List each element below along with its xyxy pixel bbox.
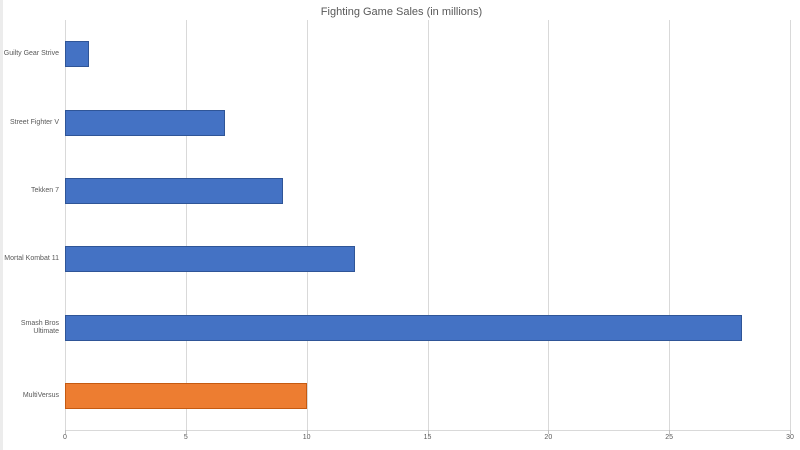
x-tick-label: 10 <box>302 434 311 441</box>
category-label: Smash Bros Ultimate <box>20 319 59 335</box>
chart-title: Fighting Game Sales (in millions) <box>320 6 483 18</box>
x-axis-tick-mark <box>790 430 791 434</box>
x-axis-tick-mark <box>548 430 550 434</box>
gridline <box>790 20 791 430</box>
x-tick-label: 25 <box>665 434 674 441</box>
gridline <box>65 20 66 430</box>
bar-tekken-7 <box>65 177 283 204</box>
x-axis-tick-mark <box>65 430 66 434</box>
plot-area <box>65 20 791 430</box>
x-axis-tick-mark <box>185 430 187 434</box>
x-axis-tick-mark <box>427 430 429 434</box>
category-label: Street Fighter V <box>9 118 59 126</box>
category-label: MultiVersus <box>22 391 59 399</box>
bar-smash-bros-ultimate <box>65 314 742 341</box>
gridline <box>548 20 550 430</box>
bar-guilty-gear-strive <box>65 41 90 68</box>
gridline <box>669 20 671 430</box>
gridline <box>306 20 308 430</box>
x-tick-label: 15 <box>423 434 432 441</box>
bar-multiversus <box>65 382 307 409</box>
x-tick-label: 0 <box>63 434 67 441</box>
bar-mortal-kombat-11 <box>65 246 355 273</box>
category-label: Mortal Kombat 11 <box>4 255 59 263</box>
category-label: Tekken 7 <box>30 186 59 194</box>
gridline <box>185 20 187 430</box>
category-label: Guilty Gear Strive <box>3 50 59 58</box>
x-axis-tick-mark <box>669 430 671 434</box>
x-tick-label: 20 <box>544 434 553 441</box>
x-tick-label: 5 <box>183 434 188 441</box>
x-axis-tick-mark <box>306 430 308 434</box>
gridline <box>427 20 429 430</box>
x-tick-label: 30 <box>786 434 794 441</box>
bar-street-fighter-v <box>65 109 225 136</box>
